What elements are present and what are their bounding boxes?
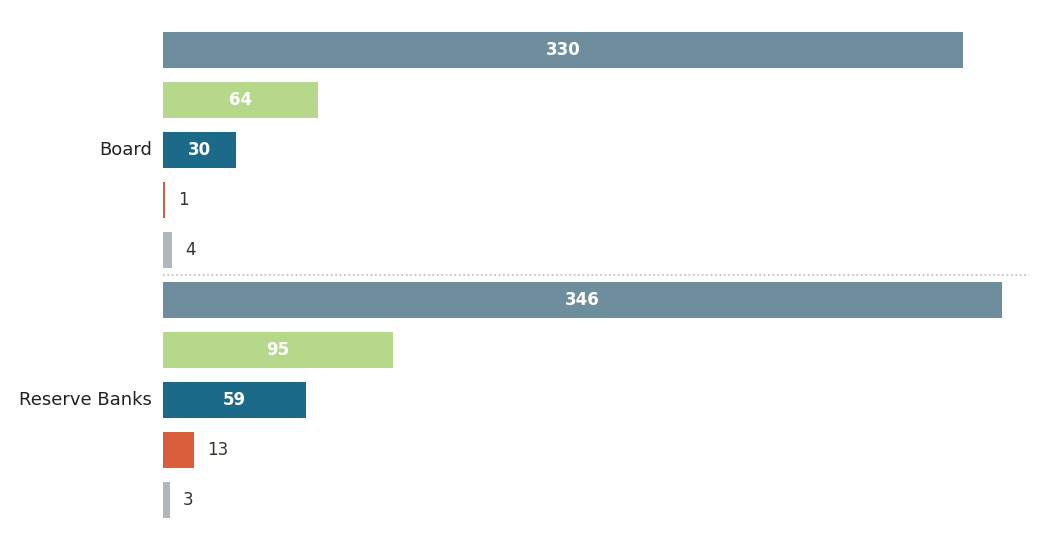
Text: 346: 346 [565, 291, 600, 309]
Text: 3: 3 [183, 491, 193, 509]
Bar [163, 282, 1003, 318]
Text: 4: 4 [185, 241, 195, 259]
Text: Reserve Banks: Reserve Banks [19, 391, 152, 409]
Text: 59: 59 [223, 391, 246, 409]
Text: 330: 330 [546, 41, 581, 59]
Bar [163, 332, 394, 368]
Bar [163, 182, 165, 218]
Text: 64: 64 [229, 91, 252, 109]
Bar [163, 132, 235, 168]
Text: 13: 13 [207, 441, 228, 459]
Bar [163, 432, 194, 468]
Bar [163, 82, 318, 118]
Bar [163, 232, 172, 268]
Bar [163, 482, 170, 518]
Bar [163, 32, 964, 68]
Text: Board: Board [100, 141, 152, 159]
Text: 1: 1 [177, 191, 189, 209]
Text: 95: 95 [267, 341, 290, 359]
Text: 30: 30 [188, 141, 211, 159]
Bar [163, 382, 306, 418]
